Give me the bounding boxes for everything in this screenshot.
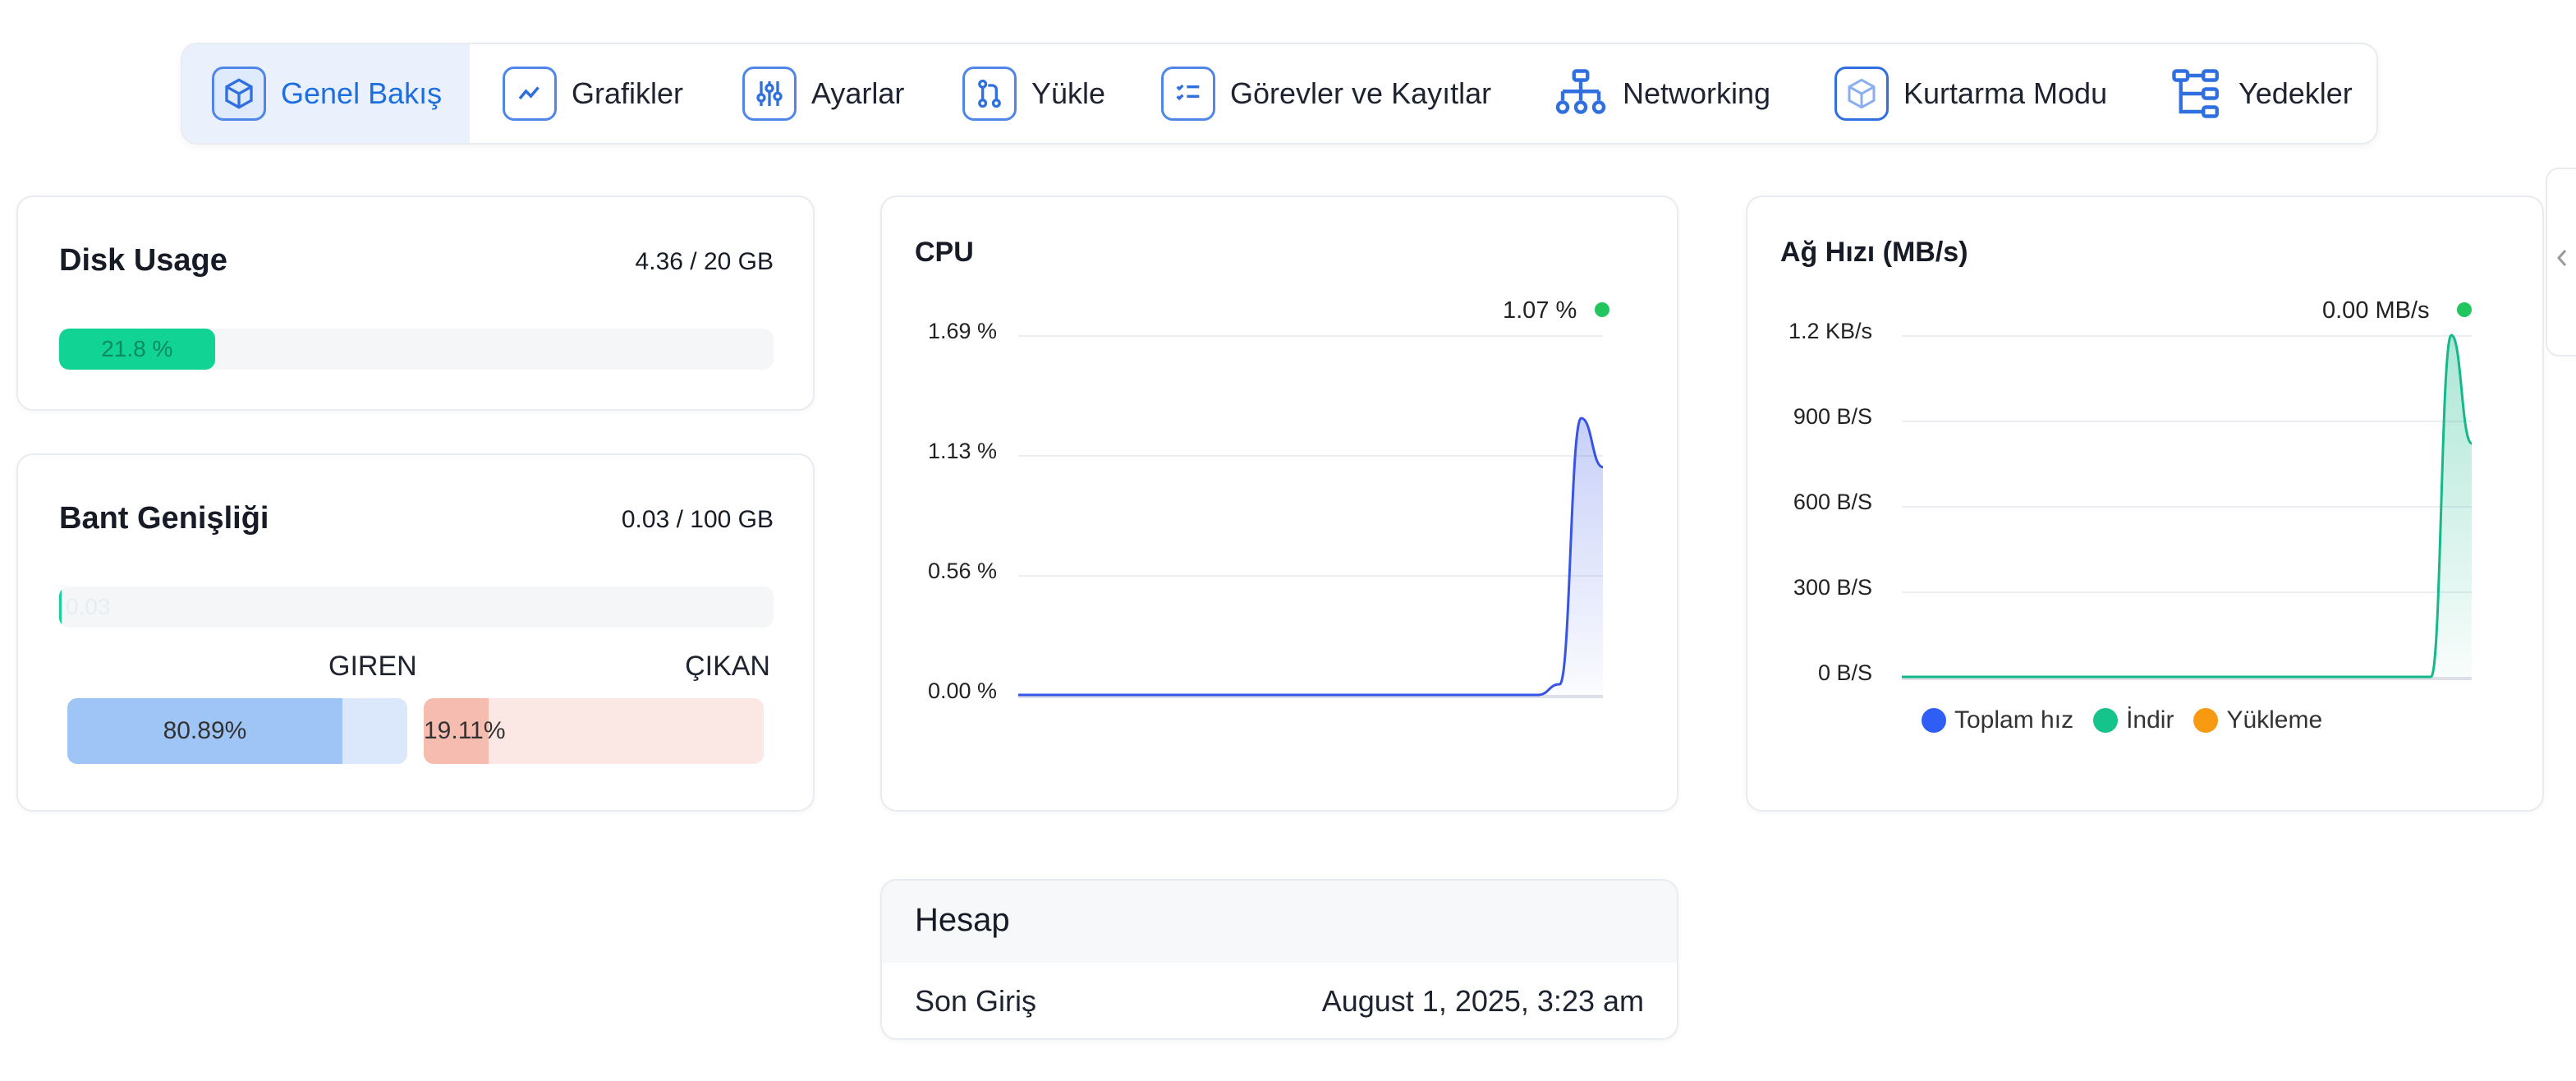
tab-label: Yedekler	[2239, 76, 2353, 110]
sliders-icon	[741, 65, 798, 122]
bandwidth-progress: 0.03	[59, 586, 774, 628]
legend-item-indir[interactable]: İndir	[2093, 706, 2174, 734]
grid-line	[1902, 506, 2472, 508]
cpu-card: CPU 1.07 % 1.69 % 1.13 % 0.56 % 0.00 %	[880, 196, 1678, 812]
cpu-tick: 1.69 %	[927, 319, 997, 343]
network-speed-title: Ağ Hızı (MB/s)	[1780, 237, 1968, 268]
series-line	[1901, 334, 2473, 678]
network-tick: 0 B/S	[1817, 660, 1872, 685]
grid-line	[1902, 335, 2472, 337]
network-speed-card: Ağ Hızı (MB/s) 0.00 MB/s 1.2 KB/s 900 B/…	[1746, 196, 2544, 812]
disk-usage-progress: 21.8 %	[59, 329, 774, 370]
cpu-tick: 0.00 %	[927, 678, 997, 703]
last-login-value: August 1, 2025, 3:23 am	[1321, 984, 1644, 1018]
cpu-current-value: 1.07 %	[1503, 297, 1577, 324]
side-panel-toggle[interactable]	[2546, 168, 2576, 356]
incoming-bar: 80.89%	[67, 698, 407, 764]
tab-label: Networking	[1623, 76, 1771, 110]
series-area	[1018, 418, 1603, 695]
cpu-area-chart	[1017, 416, 1604, 697]
bandwidth-card: Bant Genişliği 0.03 / 100 GB 0.03 GIREN …	[16, 453, 815, 812]
legend-swatch	[1922, 708, 1946, 733]
tab-label: Genel Bakış	[281, 76, 443, 110]
tab-label: Kurtarma Modu	[1903, 76, 2108, 110]
network-legend: Toplam hız İndir Yükleme	[1922, 706, 2342, 734]
outgoing-bar: 19.11%	[424, 698, 764, 764]
network-icon	[1552, 65, 1609, 122]
legend-swatch	[2093, 708, 2119, 733]
grid-line	[1018, 575, 1603, 577]
disk-usage-card: Disk Usage 4.36 / 20 GB 21.8 %	[16, 196, 815, 411]
bandwidth-bar-label: 0.03	[66, 594, 111, 619]
cpu-tick: 0.56 %	[927, 559, 997, 583]
tab-label: Yükle	[1031, 76, 1106, 110]
legend-item-toplam-hiz[interactable]: Toplam hız	[1922, 706, 2073, 734]
network-tick: 300 B/S	[1793, 575, 1872, 600]
tab-yedekler[interactable]: Yedekler	[2168, 44, 2353, 143]
disk-usage-title: Disk Usage	[59, 243, 227, 278]
incoming-fill: 80.89%	[67, 698, 342, 764]
disk-usage-value: 4.36 / 20 GB	[635, 248, 774, 275]
tab-label: Ayarlar	[811, 76, 905, 110]
network-tick: 600 B/S	[1793, 490, 1872, 514]
tab-label: Grafikler	[572, 76, 684, 110]
tab-ayarlar[interactable]: Ayarlar	[741, 44, 904, 143]
git-branch-icon	[961, 65, 1018, 122]
grid-line	[1018, 455, 1603, 457]
cpu-tick: 1.13 %	[927, 439, 997, 463]
cpu-status-dot	[1595, 302, 1609, 317]
legend-item-yukleme[interactable]: Yükleme	[2193, 706, 2322, 734]
axis-line	[1018, 695, 1603, 698]
tree-icon	[2168, 65, 2225, 122]
tab-genel-bakis[interactable]: Genel Bakış	[182, 44, 470, 143]
series-line	[1017, 416, 1604, 697]
outgoing-percent: 19.11%	[424, 717, 506, 744]
bandwidth-title: Bant Genişliği	[59, 501, 269, 536]
incoming-label: GIREN	[328, 651, 417, 682]
checklist-icon	[1159, 65, 1217, 122]
outgoing-label: ÇIKAN	[685, 651, 770, 682]
tab-label: Görevler ve Kayıtlar	[1230, 76, 1492, 110]
network-current-value: 0.00 MB/s	[2322, 297, 2430, 324]
disk-usage-fill: 21.8 %	[59, 329, 215, 370]
cube-outline-icon	[1833, 65, 1890, 122]
outgoing-fill: 19.11%	[424, 698, 506, 764]
disk-usage-percent: 21.8 %	[101, 336, 173, 361]
last-login-label: Son Giriş	[915, 984, 1037, 1018]
grid-line	[1018, 335, 1603, 337]
legend-label: İndir	[2126, 706, 2174, 734]
legend-swatch	[2193, 708, 2219, 733]
series-area	[1902, 335, 2472, 677]
tab-gorevler-ve-kayitlar[interactable]: Görevler ve Kayıtlar	[1159, 44, 1491, 143]
tab-grafikler[interactable]: Grafikler	[501, 44, 683, 143]
grid-line	[1902, 421, 2472, 422]
cube-icon	[210, 65, 268, 122]
account-card-header: Hesap	[882, 881, 1677, 963]
chevron-left-icon	[2556, 250, 2567, 266]
grid-line	[1902, 591, 2472, 593]
cpu-title: CPU	[915, 237, 974, 268]
network-tick: 900 B/S	[1793, 404, 1872, 429]
tab-yukle[interactable]: Yükle	[961, 44, 1105, 143]
network-status-dot	[2457, 302, 2472, 317]
tab-kurtarma-modu[interactable]: Kurtarma Modu	[1833, 44, 2107, 143]
network-tick: 1.2 KB/s	[1788, 319, 1872, 343]
network-area-chart	[1901, 334, 2473, 678]
incoming-percent: 80.89%	[163, 717, 247, 744]
account-card: Hesap Son Giriş August 1, 2025, 3:23 am	[880, 879, 1678, 1040]
axis-line	[1902, 677, 2472, 680]
line-chart-icon	[501, 65, 558, 122]
bandwidth-fill: 0.03	[59, 586, 111, 628]
legend-label: Toplam hız	[1954, 706, 2074, 734]
legend-label: Yükleme	[2226, 706, 2323, 734]
main-tab-bar: Genel Bakış Grafikler Ayarlar Yükle Göre…	[181, 43, 2378, 145]
tab-networking[interactable]: Networking	[1552, 44, 1770, 143]
account-title: Hesap	[915, 902, 1010, 938]
bandwidth-value: 0.03 / 100 GB	[621, 506, 774, 533]
